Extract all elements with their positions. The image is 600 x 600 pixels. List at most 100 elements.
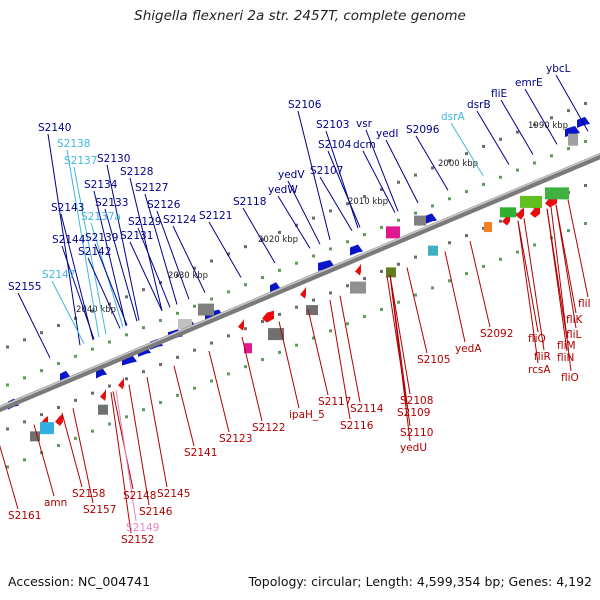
track-dot: [23, 338, 26, 342]
track-dot: [210, 259, 213, 263]
track-dot: [91, 347, 94, 351]
track-dot: [584, 101, 587, 105]
track-dot: [533, 123, 536, 127]
leader-line: [385, 139, 419, 204]
track-dot: [329, 291, 332, 295]
gene-label: S2114: [350, 403, 384, 415]
track-dot: [295, 343, 298, 347]
track-dot: [159, 401, 162, 405]
gene-label: S2121: [199, 210, 232, 222]
leader-line: [550, 206, 572, 372]
track-dot: [74, 354, 77, 358]
gene-label: S2152: [121, 534, 154, 546]
track-dot: [380, 269, 383, 273]
track-dot: [142, 326, 145, 330]
leader-line: [329, 299, 351, 420]
track-dot: [261, 238, 264, 242]
track-dot: [516, 130, 519, 134]
track-dot: [23, 376, 26, 380]
gene-box: [178, 319, 192, 330]
track-dot: [414, 211, 417, 215]
leader-line: [129, 177, 163, 311]
gene-label: S2145: [157, 488, 190, 500]
reverse-gene: [55, 413, 63, 426]
track-dot: [176, 273, 179, 277]
gene-label: fliL: [566, 329, 582, 341]
leader-line: [546, 208, 568, 352]
gene-label: vsr: [356, 118, 373, 130]
track-dot: [482, 182, 485, 186]
track-dot: [176, 311, 179, 315]
leader-line: [389, 274, 411, 395]
track-dot: [533, 161, 536, 165]
leader-line: [278, 321, 300, 409]
leader-line: [362, 150, 396, 213]
gene-label: S2139: [85, 232, 118, 244]
track-dot: [74, 436, 77, 440]
leader-line: [51, 280, 85, 344]
reverse-gene: [262, 310, 274, 323]
gene-box: [30, 431, 40, 442]
leader-line: [524, 88, 558, 145]
leader-line: [93, 190, 127, 327]
leader-line: [61, 245, 95, 340]
leader-line: [277, 195, 311, 249]
leader-line: [444, 251, 466, 343]
track-dot: [312, 336, 315, 340]
leader-line: [339, 295, 361, 403]
gene-label: ipaH_5: [289, 409, 325, 421]
gene-box: [268, 328, 284, 341]
forward-gene: [318, 260, 335, 272]
track-dot: [295, 261, 298, 265]
track-dot: [6, 427, 9, 431]
track-dot: [57, 405, 60, 409]
track-dot: [431, 166, 434, 170]
track-dot: [448, 279, 451, 283]
track-dot: [516, 250, 519, 254]
gene-label: S2161: [8, 510, 41, 522]
track-dot: [23, 458, 26, 462]
leader-line: [66, 149, 100, 338]
leader-line: [172, 225, 206, 293]
track-dot: [567, 229, 570, 233]
genome-summary: Topology: circular; Length: 4,599,354 bp…: [248, 574, 592, 589]
reverse-gene: [100, 388, 106, 401]
track-dot: [363, 277, 366, 281]
track-dot: [74, 398, 77, 402]
track-dot: [329, 247, 332, 251]
track-dot: [465, 272, 468, 276]
leader-line: [94, 243, 128, 326]
track-dot: [142, 408, 145, 412]
gene-label: S2096: [406, 124, 440, 136]
track-dot: [6, 465, 9, 469]
leader-line: [325, 130, 359, 229]
gene-label: fliE: [491, 88, 507, 100]
forward-gene: [270, 282, 281, 294]
track-dot: [329, 209, 332, 213]
leader-line: [144, 193, 178, 305]
leader-line: [567, 199, 589, 298]
gene-box: [545, 187, 569, 200]
track-dot: [533, 243, 536, 247]
gene-box: [98, 404, 108, 415]
track-dot: [584, 183, 587, 187]
gene-label: S2108: [400, 395, 433, 407]
gene-box: [414, 215, 426, 226]
reverse-gene: [238, 318, 244, 331]
track-dot: [244, 327, 247, 331]
gene-label: amn: [44, 497, 67, 509]
gene-label: S2157: [83, 504, 116, 516]
track-dot: [584, 221, 587, 225]
pseudogene-box: [244, 343, 252, 354]
gene-label: S2137: [64, 155, 97, 167]
track-dot: [567, 147, 570, 151]
track-dot: [499, 257, 502, 261]
track-dot: [57, 443, 60, 447]
track-dot: [414, 293, 417, 297]
leader-line: [146, 376, 168, 488]
gene-label: S2148: [123, 490, 156, 502]
gene-box: [484, 222, 492, 233]
gene-label: dcm: [353, 139, 376, 151]
track-dot: [397, 300, 400, 304]
